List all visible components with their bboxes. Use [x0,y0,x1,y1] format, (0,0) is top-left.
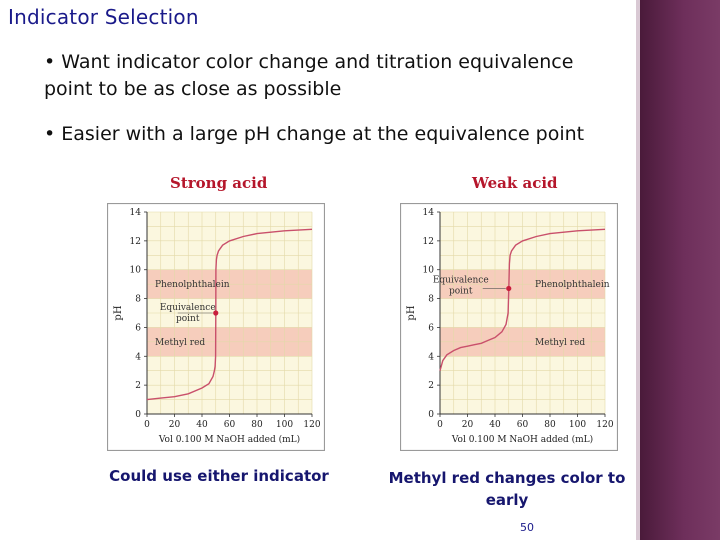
y-tick-label: 8 [135,295,141,305]
x-tick-label: 80 [251,420,263,430]
x-tick-label: 120 [596,420,613,430]
y-tick-label: 4 [428,352,434,362]
y-tick-label: 14 [423,208,435,218]
bullet-2: • Easier with a large pH change at the e… [44,123,585,145]
y-tick-label: 10 [423,266,435,276]
y-tick-label: 4 [135,352,141,362]
y-tick-label: 10 [130,266,142,276]
x-tick-label: 20 [169,420,181,430]
y-axis-label: pH [113,305,124,320]
band-label-methyl-red: Methyl red [155,338,205,348]
equivalence-point-label: Equivalence point [433,275,489,296]
x-tick-label: 100 [276,420,293,430]
slide-title: Indicator Selection [8,5,199,29]
strong-acid-caption: Could use either indicator [109,467,329,485]
x-tick-label: 60 [517,420,529,430]
x-axis-label: Vol 0.100 M NaOH added (mL) [451,434,593,445]
y-tick-label: 8 [428,295,434,305]
equivalence-point-marker [506,285,512,292]
y-tick-label: 0 [135,410,141,420]
y-tick-label: 0 [428,410,434,420]
decorative-sidebar [640,0,720,540]
x-tick-label: 40 [489,420,501,430]
strong-acid-titration-chart: 0 20 40 60 80 100 120 0 2 4 6 8 10 12 14 Vol 0.100 M Na… [107,203,325,451]
y-tick-label: 2 [428,381,434,391]
bullet-1: • Want indicator color change and titrat… [44,51,574,100]
titration-curve [439,228,606,371]
page-number: 50 [520,521,534,534]
x-tick-label: 60 [224,420,236,430]
sidebar-edge [636,0,640,540]
x-axis-label: Vol 0.100 M NaOH added (mL) [158,434,300,445]
y-tick-label: 12 [130,237,141,247]
y-tick-label: 2 [135,381,141,391]
strong-acid-title: Strong acid [170,174,268,192]
x-tick-label: 20 [462,420,474,430]
y-tick-label: 14 [130,208,142,218]
x-tick-label: 100 [569,420,586,430]
weak-acid-titration-chart: 0 20 40 60 80 100 120 0 2 4 6 8 10 12 14 Vol 0.100 M Na… [400,203,618,451]
x-tick-label: 80 [544,420,556,430]
band-label-phenolphthalein: Phenolphthalein [155,280,230,290]
x-tick-label: 120 [303,420,320,430]
equivalence-point-marker [213,310,219,316]
band-label-methyl-red: Methyl red [535,338,585,348]
weak-acid-title: Weak acid [472,174,558,192]
equivalence-point-label: Equivalence point [160,303,216,324]
y-axis-label: pH [406,305,417,320]
y-tick-label: 12 [423,237,434,247]
x-tick-label: 0 [437,420,443,430]
weak-acid-caption: Methyl red changes color to early [388,469,626,509]
y-tick-label: 6 [428,323,434,333]
x-tick-label: 0 [144,420,150,430]
band-label-phenolphthalein: Phenolphthalein [535,280,610,290]
x-tick-label: 40 [196,420,208,430]
y-tick-label: 6 [135,323,141,333]
